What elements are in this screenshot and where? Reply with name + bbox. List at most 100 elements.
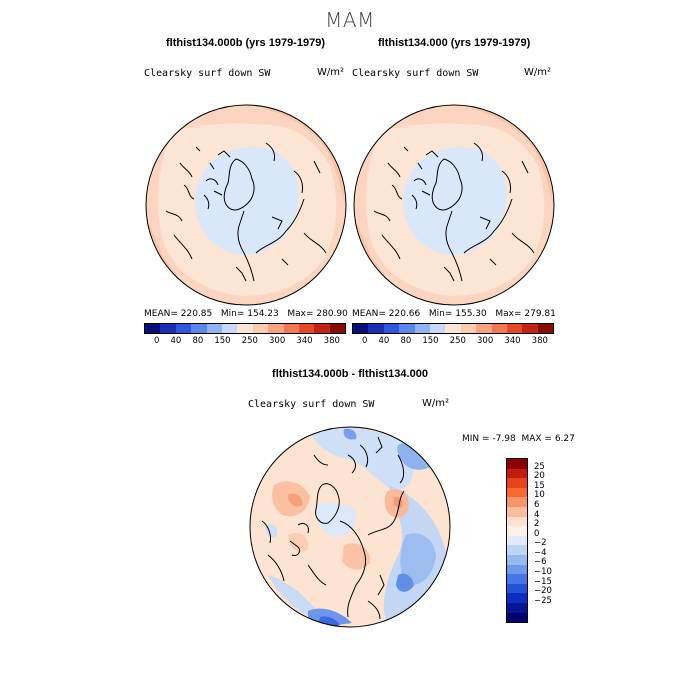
left-min-label: Min= bbox=[220, 309, 245, 319]
colorbar-tick-label: 250 bbox=[449, 336, 466, 346]
colorbar-tick-label: −20 bbox=[534, 586, 552, 597]
colorbar-swatch bbox=[160, 324, 176, 333]
colorbar-swatch bbox=[460, 324, 477, 333]
right-colorbar-ticks: 0 40 80 150 250 300 340 380 bbox=[362, 336, 548, 346]
colorbar-swatch bbox=[414, 324, 430, 333]
diff-polar-map bbox=[249, 426, 451, 628]
colorbar-swatch bbox=[507, 602, 527, 613]
colorbar-tick-label: 340 bbox=[296, 336, 313, 346]
left-units-label: W/m² bbox=[317, 67, 345, 78]
right-polar-map bbox=[353, 104, 555, 306]
colorbar-swatch bbox=[507, 583, 527, 594]
colorbar-swatch bbox=[507, 535, 527, 546]
colorbar-tick-label: 300 bbox=[477, 336, 494, 346]
colorbar-tick-label: 0 bbox=[154, 336, 160, 346]
left-min-value: 154.23 bbox=[247, 309, 279, 319]
left-stats: MEAN= 220.85 Min= 154.23 Max= 280.90 bbox=[144, 309, 348, 319]
colorbar-swatch bbox=[191, 324, 207, 333]
colorbar-swatch bbox=[252, 324, 269, 333]
left-max-label: Max= bbox=[287, 309, 314, 319]
colorbar-swatch bbox=[506, 324, 523, 333]
colorbar-swatch bbox=[383, 324, 400, 333]
diff-colorbar bbox=[506, 458, 528, 623]
colorbar-swatch bbox=[145, 324, 161, 333]
left-variable-label: Clearsky surf down SW bbox=[144, 68, 271, 79]
diff-min-label: MIN = bbox=[462, 434, 490, 444]
left-panel-title: flthist134.000b (yrs 1979-1979) bbox=[166, 37, 325, 49]
colorbar-tick-label: 300 bbox=[269, 336, 286, 346]
right-min-value: 155.30 bbox=[455, 309, 487, 319]
colorbar-swatch bbox=[429, 324, 446, 333]
colorbar-swatch bbox=[507, 554, 527, 565]
diff-variable-label: Clearsky surf down SW bbox=[248, 399, 375, 410]
colorbar-tick-label: −4 bbox=[534, 547, 547, 558]
colorbar-tick-label: 10 bbox=[534, 490, 545, 501]
colorbar-swatch bbox=[507, 459, 527, 469]
colorbar-swatch bbox=[507, 478, 527, 488]
colorbar-swatch bbox=[522, 324, 538, 333]
diff-units-label: W/m² bbox=[422, 398, 450, 409]
colorbar-swatch bbox=[206, 324, 222, 333]
colorbar-tick-label: 40 bbox=[378, 336, 390, 346]
colorbar-tick-label: −2 bbox=[534, 538, 547, 549]
left-colorbar-ticks: 0 40 80 150 250 300 340 380 bbox=[154, 336, 340, 346]
colorbar-tick-label: 80 bbox=[400, 336, 412, 346]
colorbar-tick-label: 25 bbox=[534, 461, 545, 472]
colorbar-tick-label: −10 bbox=[534, 567, 552, 578]
right-max-label: Max= bbox=[495, 309, 522, 319]
colorbar-swatch bbox=[329, 324, 346, 333]
colorbar-swatch bbox=[507, 506, 527, 517]
left-polar-map bbox=[145, 104, 347, 306]
right-variable-label: Clearsky surf down SW bbox=[352, 68, 479, 79]
right-stats: MEAN= 220.66 Min= 155.30 Max= 279.81 bbox=[352, 309, 556, 319]
colorbar-swatch bbox=[507, 516, 527, 527]
colorbar-tick-label: 2 bbox=[534, 519, 540, 530]
colorbar-tick-label: −6 bbox=[534, 557, 547, 568]
right-min-label: Min= bbox=[428, 309, 453, 319]
diff-colorbar-ticks: 25 20 15 10 6 4 2 0 −2 −4 −6 −10 −15 −20 −25 bbox=[534, 458, 574, 621]
colorbar-swatch bbox=[507, 497, 527, 507]
colorbar-tick-label: 150 bbox=[214, 336, 231, 346]
colorbar-tick-label: 15 bbox=[534, 480, 545, 491]
colorbar-tick-label: 4 bbox=[534, 509, 540, 520]
colorbar-swatch bbox=[399, 324, 415, 333]
colorbar-swatch bbox=[175, 324, 192, 333]
colorbar-swatch bbox=[298, 324, 315, 333]
colorbar-tick-label: 20 bbox=[534, 471, 545, 482]
colorbar-swatch bbox=[507, 574, 527, 584]
colorbar-swatch bbox=[507, 487, 527, 498]
colorbar-swatch bbox=[491, 324, 507, 333]
colorbar-swatch bbox=[507, 612, 527, 623]
diff-min-value: -7.98 bbox=[492, 434, 516, 444]
colorbar-tick-label: 80 bbox=[192, 336, 204, 346]
right-mean-value: 220.66 bbox=[388, 309, 421, 319]
colorbar-swatch bbox=[368, 324, 384, 333]
colorbar-tick-label: 150 bbox=[422, 336, 439, 346]
colorbar-swatch bbox=[507, 564, 527, 575]
diff-panel-title: flthist134.000b - flthist134.000 bbox=[272, 368, 428, 380]
colorbar-swatch bbox=[314, 324, 330, 333]
colorbar-tick-label: 250 bbox=[241, 336, 258, 346]
left-max-value: 280.90 bbox=[316, 309, 348, 319]
figure-title: MAM bbox=[325, 8, 375, 32]
colorbar-swatch bbox=[507, 468, 527, 479]
colorbar-swatch bbox=[537, 324, 554, 333]
colorbar-tick-label: −15 bbox=[534, 576, 552, 587]
colorbar-tick-label: 0 bbox=[362, 336, 368, 346]
right-max-value: 279.81 bbox=[524, 309, 556, 319]
colorbar-swatch bbox=[283, 324, 299, 333]
colorbar-swatch bbox=[353, 324, 369, 333]
colorbar-tick-label: 0 bbox=[534, 528, 540, 539]
right-units-label: W/m² bbox=[524, 67, 552, 78]
colorbar-tick-label: 40 bbox=[170, 336, 182, 346]
colorbar-swatch bbox=[237, 324, 253, 333]
left-colorbar bbox=[144, 323, 346, 334]
colorbar-tick-label: 340 bbox=[504, 336, 521, 346]
diff-max-label: MAX = bbox=[521, 434, 552, 444]
colorbar-tick-label: 380 bbox=[531, 336, 548, 346]
right-colorbar bbox=[352, 323, 554, 334]
left-mean-value: 220.85 bbox=[180, 309, 213, 319]
colorbar-swatch bbox=[507, 593, 527, 603]
diff-stats: MIN = -7.98 MAX = 6.27 bbox=[462, 434, 575, 444]
colorbar-tick-label: 380 bbox=[323, 336, 340, 346]
